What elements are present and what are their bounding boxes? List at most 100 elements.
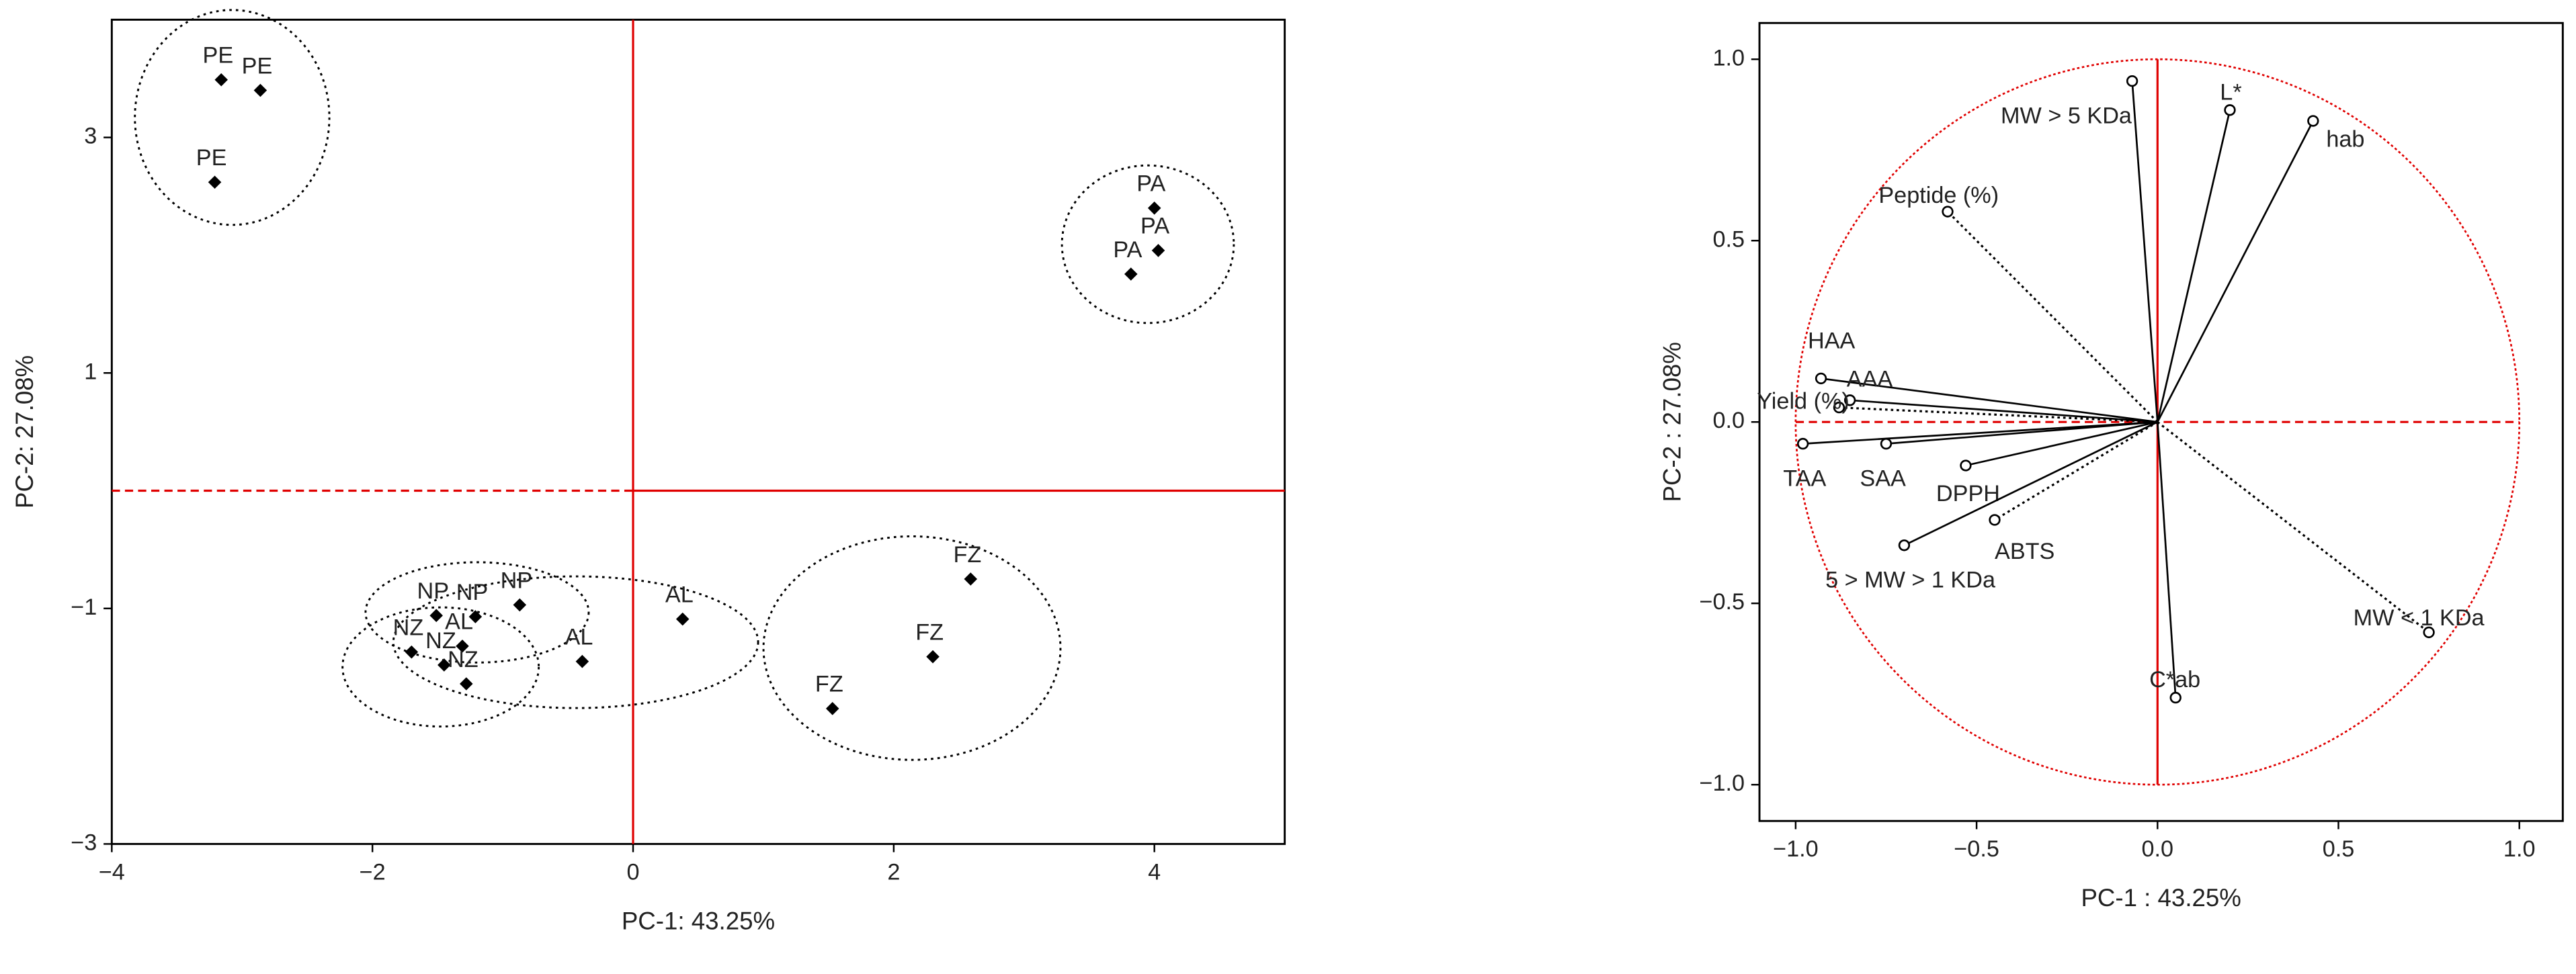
loading-vector — [1994, 420, 2159, 521]
group-ellipse — [341, 606, 540, 728]
loading-point — [2126, 75, 2138, 87]
x-axis-label: PC-1: 43.25% — [622, 907, 775, 934]
x-tick-label: 2 — [887, 859, 900, 885]
loading-point — [1833, 401, 1845, 414]
y-tick-label: −0.5 — [1699, 589, 1745, 615]
loading-point — [1898, 539, 1911, 551]
point — [575, 654, 589, 668]
loading-vector — [2131, 81, 2159, 423]
loading-point — [1880, 437, 1893, 450]
y-tick-label: 3 — [84, 124, 97, 149]
loading-label: HAA — [1808, 328, 1856, 354]
point-label: PE — [196, 145, 227, 171]
point-label: AL — [665, 582, 694, 607]
point-label: FZ — [953, 542, 981, 568]
point-label: AL — [445, 609, 473, 635]
loading-point — [2423, 626, 2435, 639]
y-tick-label: 1 — [84, 359, 97, 384]
loading-label: hab — [2326, 126, 2364, 152]
point — [405, 645, 419, 659]
group-ellipse — [392, 575, 759, 709]
loading-plot: −1.0 −0.5 0.0 0.5 1.0 −1.0 −0.5 0.0 0.5 1.0 PC-1 :… — [1659, 21, 2564, 912]
x-tick-label: 0.0 — [2142, 836, 2174, 862]
loading-point — [2169, 691, 2182, 704]
x-tick-label: 4 — [1148, 859, 1161, 885]
x-tick-label: −0.5 — [1954, 836, 1999, 862]
loading-point — [2307, 115, 2319, 127]
x-tick-label: −2 — [360, 859, 386, 885]
loading-vector — [1886, 420, 2158, 445]
loading-vector — [1946, 210, 2159, 423]
loading-point — [1989, 514, 2001, 526]
loading-label: TAA — [1783, 466, 1826, 491]
x-tick-label: 1.0 — [2503, 836, 2536, 862]
point-label: PE — [242, 53, 273, 79]
point-label: FZ — [815, 672, 843, 697]
point — [1151, 244, 1165, 257]
point — [675, 612, 690, 626]
loading-point — [1796, 437, 1809, 450]
x-tick-label: 0 — [626, 859, 639, 885]
point — [208, 175, 222, 189]
y-axis-label: PC-2: 27.08% — [11, 355, 38, 508]
point — [825, 702, 839, 715]
y-tick-label: 1.0 — [1712, 45, 1745, 71]
loading-label: 5 > MW > 1 KDa — [1825, 568, 1996, 593]
loading-vector — [1965, 420, 2158, 467]
point — [429, 609, 443, 623]
point-label: NZ — [393, 615, 424, 640]
group-ellipse — [364, 561, 590, 664]
loading-vector — [2156, 109, 2231, 423]
loading-label: AAA — [1847, 367, 1893, 392]
y-tick-label: 0.0 — [1712, 408, 1745, 433]
loading-label: Peptide (%) — [1878, 183, 1999, 208]
score-plot: −4 −2 0 2 4 −3 −1 1 3 PC-1: 43.25% PC-2: 27.08% PE P… — [11, 9, 1286, 934]
loading-point — [1815, 372, 1827, 385]
loading-label: MW > 5 KDa — [2001, 103, 2132, 128]
y-axis-label: PC-2 : 27.08% — [1659, 342, 1686, 502]
x-tick-label: −4 — [99, 859, 125, 885]
group-ellipse — [134, 9, 331, 226]
point — [253, 83, 267, 97]
y-tick-label: −1 — [71, 594, 97, 620]
loading-vector — [1850, 399, 2158, 423]
loading-label: ABTS — [1995, 539, 2054, 564]
loading-label: SAA — [1860, 466, 1906, 491]
point-label: FZ — [915, 620, 944, 646]
point — [513, 598, 527, 612]
loading-point — [1942, 206, 1954, 218]
point-label: NP — [417, 578, 450, 604]
plot-frame — [110, 18, 1286, 845]
group-ellipse — [1061, 164, 1235, 324]
loading-vector — [1839, 406, 2158, 423]
point — [456, 639, 469, 653]
loading-point — [1843, 394, 1856, 406]
point — [460, 677, 473, 691]
point-label: NP — [456, 580, 489, 605]
loading-vector — [1903, 420, 2158, 547]
loading-point — [2224, 104, 2236, 116]
point — [1124, 267, 1138, 281]
point — [1147, 202, 1161, 215]
group-ellipse — [762, 535, 1062, 761]
point-label: PA — [1113, 237, 1142, 263]
point — [926, 650, 940, 664]
y-tick-label: −1.0 — [1699, 770, 1745, 796]
point — [964, 572, 978, 586]
loading-label: L* — [2220, 79, 2241, 105]
x-axis-label: PC-1 : 43.25% — [2081, 884, 2241, 912]
point-label: PE — [203, 43, 234, 69]
loading-label: MW < 1 KDa — [2354, 605, 2485, 631]
loading-vector — [2156, 422, 2177, 698]
point-label: NZ — [448, 647, 479, 672]
x-tick-label: 0.5 — [2323, 836, 2355, 862]
point-label: NZ — [425, 628, 456, 654]
loading-vector — [1802, 420, 2158, 445]
x-tick-label: −1.0 — [1773, 836, 1819, 862]
loading-point — [1960, 459, 1972, 472]
point — [214, 73, 228, 87]
loading-vector — [2157, 420, 2430, 633]
point-label: AL — [565, 625, 593, 650]
loading-label: C*ab — [2149, 667, 2200, 693]
